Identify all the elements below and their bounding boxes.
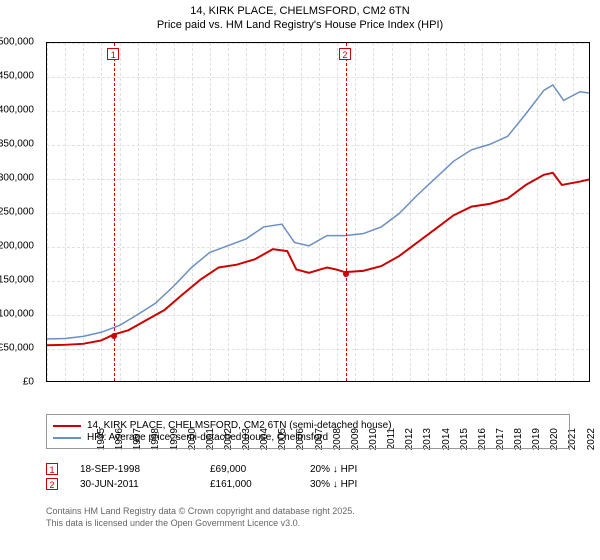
y-tick-label: £450,000	[0, 71, 34, 82]
sale-marker-icon: 2	[46, 478, 58, 490]
y-tick-label: £300,000	[0, 173, 34, 184]
legend-item: 14, KIRK PLACE, CHELMSFORD, CM2 6TN (sem…	[53, 420, 563, 431]
sales-row: 1 18-SEP-1998 £69,000 20% ↓ HPI	[46, 463, 570, 475]
y-tick-label: £150,000	[0, 275, 34, 286]
sale-price: £161,000	[210, 479, 310, 490]
sales-row: 2 30-JUN-2011 £161,000 30% ↓ HPI	[46, 478, 570, 490]
title-line-2: Price paid vs. HM Land Registry's House …	[0, 18, 600, 32]
y-tick-label: £50,000	[0, 343, 34, 354]
sale-marker-icon: 1	[107, 48, 119, 60]
y-tick-label: £200,000	[0, 241, 34, 252]
sale-date: 30-JUN-2011	[80, 479, 210, 490]
sale-diff: 30% ↓ HPI	[310, 479, 410, 490]
attribution: Contains HM Land Registry data © Crown c…	[46, 506, 570, 529]
legend-item: HPI: Average price, semi-detached house,…	[53, 432, 563, 443]
y-tick-label: £350,000	[0, 139, 34, 150]
chart-area: £0£50,000£100,000£150,000£200,000£250,00…	[46, 42, 590, 382]
hpi-line	[47, 85, 589, 339]
legend-swatch	[53, 425, 81, 427]
sale-marker-icon: 1	[46, 463, 58, 475]
attribution-line-2: This data is licensed under the Open Gov…	[46, 518, 570, 530]
title-line-1: 14, KIRK PLACE, CHELMSFORD, CM2 6TN	[0, 4, 600, 18]
legend-label: 14, KIRK PLACE, CHELMSFORD, CM2 6TN (sem…	[87, 420, 392, 431]
sale-date: 18-SEP-1998	[80, 464, 210, 475]
line-series-svg	[47, 43, 589, 381]
chart-container: 14, KIRK PLACE, CHELMSFORD, CM2 6TN Pric…	[0, 0, 600, 560]
x-tick-label: 2022	[586, 428, 597, 450]
sale-marker-icon: 2	[339, 48, 351, 60]
legend-label: HPI: Average price, semi-detached house,…	[87, 432, 328, 443]
y-tick-label: £100,000	[0, 309, 34, 320]
attribution-line-1: Contains HM Land Registry data © Crown c…	[46, 506, 570, 518]
sales-table: 1 18-SEP-1998 £69,000 20% ↓ HPI 2 30-JUN…	[46, 460, 570, 493]
sale-diff: 20% ↓ HPI	[310, 464, 410, 475]
y-tick-label: £400,000	[0, 105, 34, 116]
plot-region	[46, 42, 590, 382]
y-tick-label: £500,000	[0, 37, 34, 48]
legend: 14, KIRK PLACE, CHELMSFORD, CM2 6TN (sem…	[46, 414, 570, 449]
y-tick-label: £250,000	[0, 207, 34, 218]
y-tick-label: £0	[0, 377, 34, 388]
legend-swatch	[53, 437, 81, 439]
chart-title: 14, KIRK PLACE, CHELMSFORD, CM2 6TN Pric…	[0, 0, 600, 33]
sale-price: £69,000	[210, 464, 310, 475]
